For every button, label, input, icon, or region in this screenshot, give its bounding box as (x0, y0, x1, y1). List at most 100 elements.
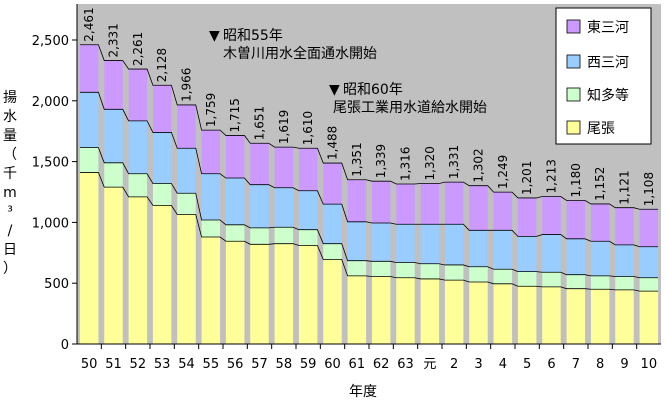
total-label: 1,610 (301, 111, 315, 145)
bar-segment (493, 230, 513, 270)
total-label: 1,339 (374, 144, 388, 178)
bar-segment (152, 183, 172, 206)
bar-segment (590, 289, 610, 344)
bar-segment (444, 182, 464, 225)
x-tick-label: 元 (423, 357, 436, 372)
bar-segment (615, 289, 634, 344)
x-tick-label: 2 (450, 357, 458, 372)
total-label: 1,180 (569, 163, 583, 197)
bar-segment (639, 291, 659, 344)
bar-segment (566, 274, 586, 289)
x-tick-label: 62 (373, 357, 390, 372)
bar-segment (420, 263, 440, 279)
bar-segment (517, 286, 537, 344)
x-tick-label: 56 (227, 357, 244, 372)
total-label: 1,320 (423, 146, 437, 180)
bar-segment (396, 224, 415, 263)
data-labels: 2,461 2,331 2,261 2,128 1,966 1,759 1,715 1,651… (82, 7, 656, 206)
bar-segment (566, 200, 586, 239)
bar-segment (298, 190, 318, 230)
bar-segment (225, 224, 245, 242)
x-ticks: 50 51 52 53 54 55 56 57 58 59 60 61 62 63 元 2 3 4 5 6 7 8 9 10 (81, 344, 657, 372)
y-axis-title-char: ³ (7, 204, 13, 220)
legend-swatch-higashimikawa (566, 19, 581, 34)
total-label: 2,461 (82, 7, 96, 41)
annotation-2-line-1: 昭和60年 (343, 82, 403, 98)
bar-segment (250, 227, 269, 245)
bar-segment (420, 224, 440, 264)
x-tick-label: 9 (620, 357, 628, 372)
bar-segment (517, 236, 537, 272)
x-tick-label: 58 (276, 357, 293, 372)
bar-segment (323, 204, 342, 244)
legend-swatch-nishimikawa (566, 54, 581, 69)
total-label: 1,488 (326, 126, 340, 160)
x-tick-label: 52 (130, 357, 147, 372)
legend-label-chita: 知多等 (587, 87, 629, 104)
bar-segment (177, 193, 196, 215)
bar-segment (298, 148, 318, 191)
total-label: 1,201 (520, 161, 534, 195)
bar-segment (201, 173, 221, 220)
y-tick-label: 1,500 (32, 156, 69, 171)
bars-layer (79, 44, 659, 344)
bar-segment (250, 143, 269, 185)
bar-segment (371, 223, 391, 262)
bar-segment (79, 147, 99, 173)
bar-segment (177, 214, 196, 344)
bar-segment (79, 172, 99, 344)
y-axis-title-char: ） (3, 261, 17, 277)
bar-segment (493, 269, 513, 284)
legend-swatch-owari (566, 120, 581, 135)
bar-segment (177, 148, 196, 194)
y-axis-title-char: 水 (3, 109, 17, 125)
bar-segment (615, 276, 634, 290)
bar-segment (420, 278, 440, 344)
y-ticks: 0 500 1,000 1,500 2,000 2,500 (32, 34, 77, 353)
stack-boundary-line (79, 147, 659, 279)
y-tick-label: 2,500 (32, 34, 69, 49)
bar-segment (444, 280, 464, 344)
x-tick-label: 60 (324, 357, 341, 372)
x-tick-label: 3 (474, 357, 482, 372)
y-axis-title-char: 揚 (3, 89, 17, 106)
bar-segment (128, 69, 148, 121)
bar-segment (517, 271, 537, 287)
bar-segment (493, 283, 513, 344)
annotation-1-line-2: 木曽川用水全面通水開始 (223, 45, 377, 62)
bar-segment (371, 261, 391, 277)
bar-segment (274, 227, 294, 244)
x-tick-label: 10 (641, 357, 658, 372)
bar-segment (298, 229, 318, 246)
bar-segment (420, 183, 440, 225)
bar-segment (542, 286, 561, 344)
bar-segment (298, 245, 318, 344)
total-label: 1,249 (496, 155, 510, 189)
bar-segment (104, 187, 123, 344)
bar-segment (566, 238, 586, 275)
total-label: 1,108 (642, 172, 656, 206)
bar-segment (444, 264, 464, 281)
bar-segment (590, 203, 610, 242)
x-tick-label: 59 (300, 357, 317, 372)
bar-segment (639, 277, 659, 292)
bar-segment (347, 179, 367, 222)
x-tick-label: 51 (105, 357, 122, 372)
bar-segment (615, 244, 634, 277)
bar-segment (517, 197, 537, 237)
bar-segment (469, 266, 488, 282)
x-tick-label: 57 (251, 357, 268, 372)
x-axis-title: 年度 (349, 384, 377, 400)
legend: 東三河 西三河 知多等 尾張 (555, 7, 652, 145)
y-axis-title: 揚水量 （ 千m ³ / 日 ） (3, 89, 17, 277)
total-label: 2,331 (107, 23, 121, 57)
annotation-2: ▼ 昭和60年 尾張工業用水道給水開始 (329, 82, 487, 116)
bar-segment (469, 281, 488, 344)
bar-segment (590, 275, 610, 290)
bar-segment (542, 196, 561, 235)
bar-segment (152, 85, 172, 133)
bar-segment (79, 92, 99, 148)
annotation-1-line-1: 昭和55年 (223, 28, 283, 44)
